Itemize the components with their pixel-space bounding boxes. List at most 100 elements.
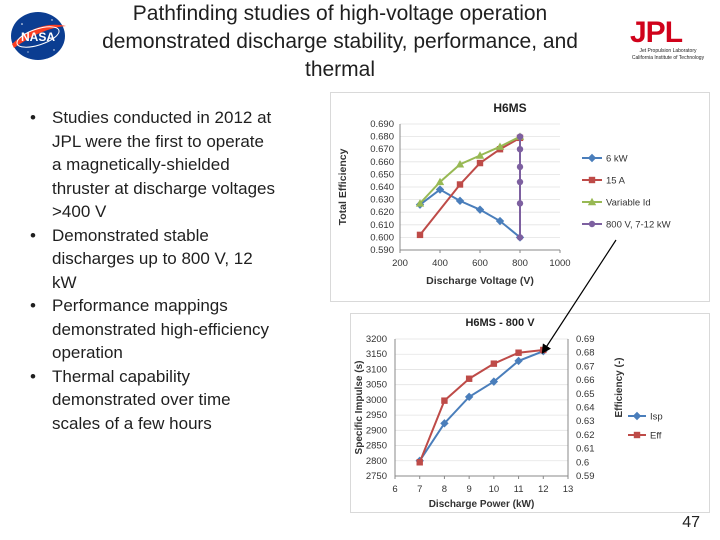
y-tick-label: 2800 [366,456,387,467]
data-point [490,360,498,367]
legend-label: Variable Id [606,198,651,209]
legend-marker [632,411,642,421]
y-tick-label: 3200 [366,334,387,345]
y2-tick-label: 0.69 [576,334,595,345]
x-axis-label: Discharge Power (kW) [429,499,535,510]
bullet-symbol: • [30,108,36,127]
legend-marker [588,176,596,184]
data-point [455,160,465,168]
x-axis-label: Discharge Voltage (V) [426,275,534,287]
x-tick-label: 9 [466,484,471,495]
legend-marker [587,197,597,206]
y2-tick-label: 0.67 [576,361,595,372]
slide-title: Pathfinding studies of high-voltage oper… [102,2,578,81]
bullet-item: • Studies conducted in 2012 at JPL were t… [28,106,278,224]
legend-label: 800 V, 7-12 kW [606,220,671,231]
y-tick-label: 0.610 [370,220,394,231]
data-point [464,392,474,402]
data-point [516,178,524,186]
y2-tick-label: 0.63 [576,416,595,427]
y2-tick-label: 0.64 [576,403,595,414]
y-tick-label: 2900 [366,425,387,436]
data-point [495,142,505,150]
y2-tick-label: 0.62 [576,430,595,441]
y-axis-label: Total Efficiency [337,148,349,225]
series-line [419,135,521,205]
x-tick-label: 13 [563,484,574,495]
data-point [516,234,524,241]
bullet-list: • Studies conducted in 2012 at JPL were t… [28,106,278,435]
legend-marker [587,153,597,163]
y-tick-label: 2850 [366,441,387,452]
bullet-item: • Demonstrated stable discharges up to 80… [28,224,278,295]
data-point [435,185,445,194]
x-tick-label: 8 [442,484,447,495]
legend-marker [588,220,596,228]
y2-tick-label: 0.68 [576,348,595,359]
data-point [416,459,423,466]
data-point [440,419,449,428]
y-tick-label: 0.620 [370,207,394,218]
data-point [516,163,524,171]
chart-frame [350,313,710,513]
y-tick-label: 3050 [366,380,387,391]
y-tick-label: 3150 [366,349,387,360]
y-tick-label: 3000 [366,395,387,406]
bullet-text: Thermal capability demonstrated over tim… [52,366,231,433]
x-tick-label: 7 [417,484,422,495]
x-tick-label: 800 [512,258,528,269]
nasa-wordmark: NASA [21,30,55,44]
y-tick-label: 0.690 [370,119,394,130]
bullet-symbol: • [30,296,36,315]
y-tick-label: 0.680 [370,132,394,143]
data-point [441,397,448,404]
page-number: 47 [682,514,700,531]
x-tick-label: 400 [432,258,448,269]
x-tick-label: 1000 [549,258,570,269]
data-point [416,231,424,239]
data-point [515,349,522,356]
y2-tick-label: 0.66 [576,375,595,386]
data-point [455,196,465,206]
jpl-line1: Jet Propulsion Laboratory [639,48,697,54]
isp-efficiency-vs-power-chart: H6MS - 800 V 2750 2800 2850 2900 2950 3000 3050… [350,313,710,513]
legend-label: Eff [650,431,662,442]
legend-label: Isp [650,412,663,423]
data-point [475,205,485,214]
series-line [418,348,544,463]
y-tick-label: 0.590 [370,245,394,256]
y-tick-label: 0.660 [370,157,394,168]
data-point [415,199,425,207]
data-point [514,356,523,366]
series-line [419,188,521,239]
chart-title: H6MS [493,101,526,115]
bullet-symbol: • [30,225,36,245]
legend-label: 15 A [606,176,626,187]
y-tick-label: 0.670 [370,144,394,155]
x-tick-label: 10 [489,484,500,495]
jpl-wordmark: JPL [630,16,683,49]
legend-label: 6 kW [606,154,628,165]
bullet-text: Performance mappings demonstrated high-e… [52,296,270,362]
y-axis-label: Specific Impulse (s) [354,361,365,455]
data-point [476,159,484,167]
y-tick-label: 0.600 [370,232,394,243]
y2-axis-label: Efficiency (-) [614,357,625,417]
y2-tick-label: 0.65 [576,389,595,400]
x-tick-label: 200 [392,258,408,269]
chart-title: H6MS - 800 V [465,317,535,329]
data-point [435,177,445,186]
nasa-logo: NASA [11,12,66,60]
bullet-text: Studies conducted in 2012 at JPL were th… [52,108,276,221]
data-point [540,346,547,354]
bullet-symbol: • [30,366,36,386]
x-tick-label: 600 [472,258,488,269]
data-point [516,200,524,207]
series-line [418,350,544,462]
data-point [465,375,473,382]
x-tick-label: 12 [538,484,549,495]
data-point [475,151,485,159]
efficiency-vs-voltage-chart: H6MS0.5900.6000.6100.6200.6300.6400.6500… [330,92,710,302]
bullet-item: • Performance mappings demonstrated high-… [28,294,278,365]
y-tick-label: 3100 [366,364,387,375]
